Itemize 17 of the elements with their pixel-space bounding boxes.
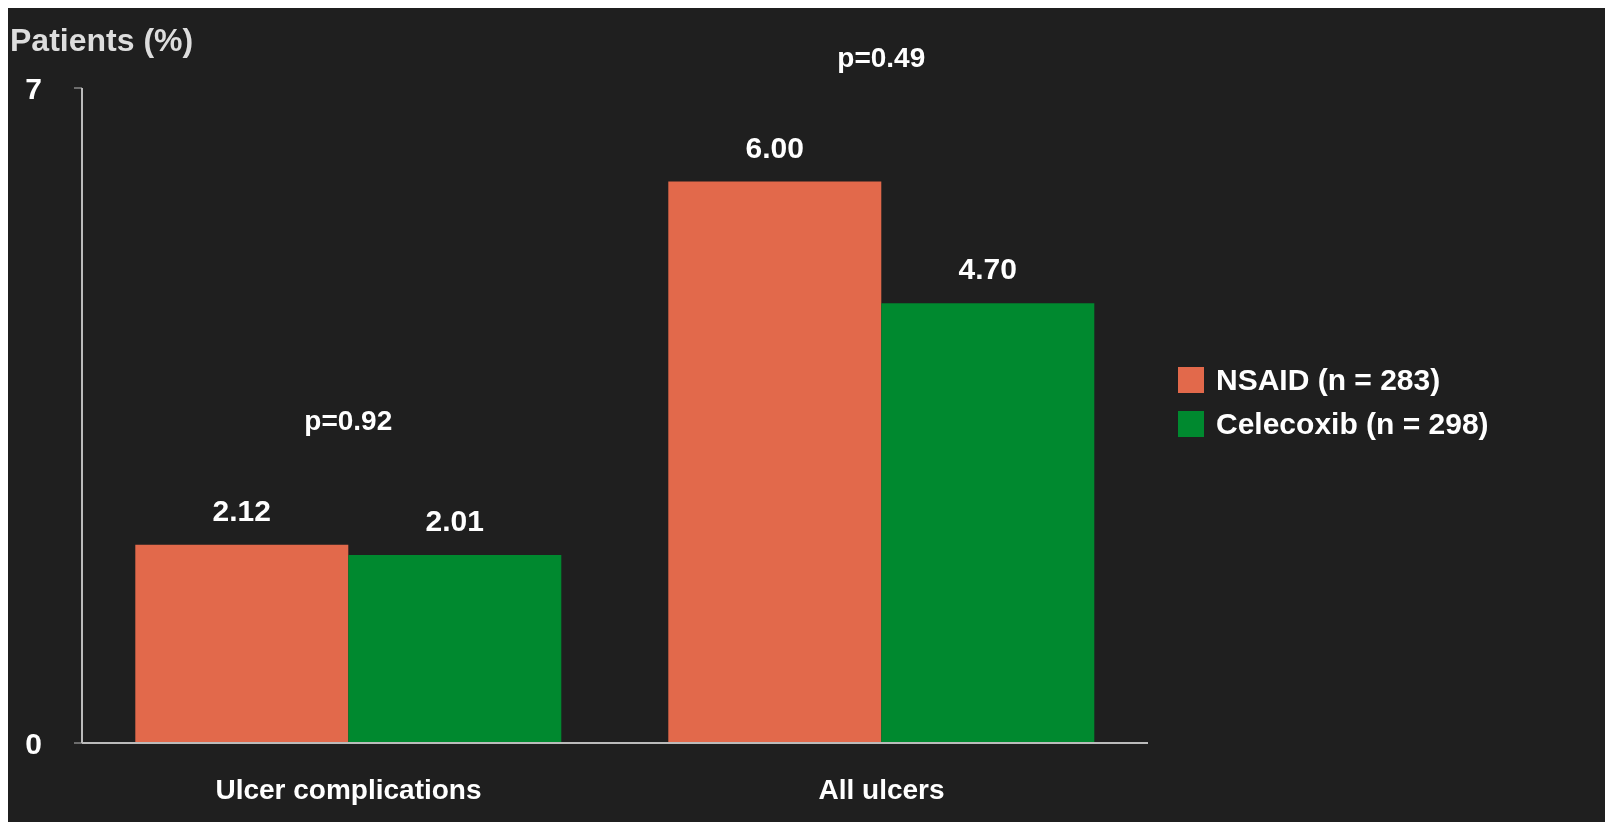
bar xyxy=(881,303,1095,743)
bar xyxy=(668,181,882,743)
data-label: 6.00 xyxy=(745,130,804,164)
y-tick-label: 7 xyxy=(25,71,42,105)
data-label: 2.01 xyxy=(425,503,484,537)
x-tick-label: Ulcer complications xyxy=(215,773,482,805)
x-tick-label: All ulcers xyxy=(818,773,945,805)
data-label: 4.70 xyxy=(958,252,1017,286)
y-tick-label: 0 xyxy=(25,726,42,760)
text: p=0.49 xyxy=(837,41,926,73)
legend-label: NSAID (n = 283) xyxy=(1216,363,1441,397)
legend-label: Celecoxib (n = 298) xyxy=(1216,407,1489,441)
annotation: p=0.92 xyxy=(304,404,393,436)
bar xyxy=(135,544,349,743)
data-label: 2.12 xyxy=(212,493,271,527)
bar xyxy=(348,554,562,743)
y-axis-title: Patients (%) xyxy=(10,22,194,59)
